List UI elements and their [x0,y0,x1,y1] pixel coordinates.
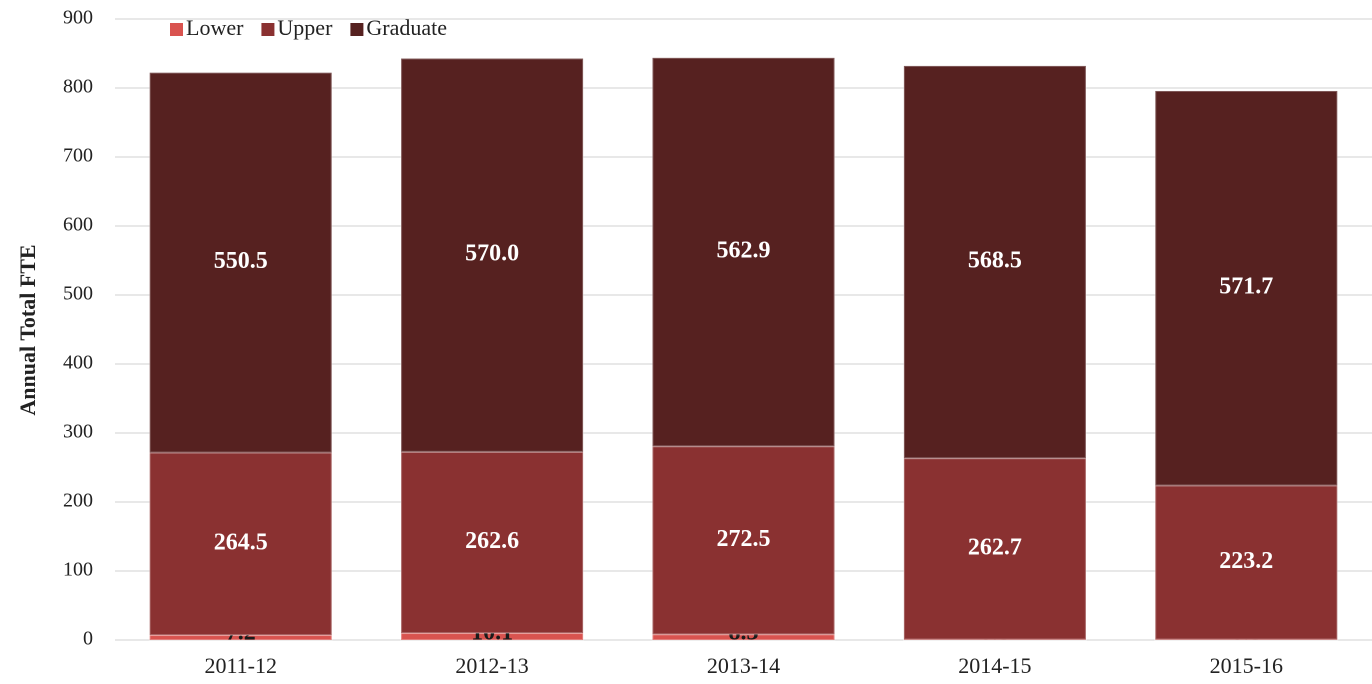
value-label: 571.7 [1219,274,1273,300]
bar-segment [400,57,585,453]
value-label: 264.5 [214,529,268,555]
value-label: 568.5 [968,248,1022,274]
y-tick-label: 0 [83,628,93,650]
bar-segment [651,56,836,448]
y-tick-label: 100 [63,559,93,581]
value-label: 272.5 [717,526,771,552]
y-tick-label: 700 [63,145,93,167]
bar-segment [400,450,585,635]
bar-segment [1154,89,1339,487]
value-label: 570.0 [465,241,519,267]
value-label: 550.5 [214,248,268,274]
bar-segment [1154,484,1339,641]
legend-swatch [170,23,183,36]
y-tick-label: 900 [63,7,93,29]
x-tick-label: 2012-13 [455,653,528,678]
y-tick-label: 800 [63,76,93,98]
legend-label: Lower [186,15,244,40]
y-axis-label: Annual Total FTE [15,244,40,415]
legend-label: Graduate [366,15,447,40]
bar-segment [902,457,1087,641]
bar-segment [148,71,333,454]
bar-segment [148,451,333,637]
y-tick-label: 600 [63,214,93,236]
value-label: 223.2 [1219,548,1273,574]
legend-swatch [261,23,275,36]
y-tick-label: 500 [63,283,93,305]
value-label: 262.7 [968,534,1022,560]
x-tick-label: 2015-16 [1210,653,1283,678]
y-tick-label: 200 [63,490,93,512]
x-tick-label: 2011-12 [204,653,277,678]
bar-segment [651,633,836,642]
x-tick-label: 2013-14 [707,653,780,678]
bar-segment [651,445,836,636]
value-label: 562.9 [717,238,771,264]
y-tick-label: 400 [63,352,93,374]
legend-swatch [350,23,364,36]
value-label: 262.6 [465,528,519,554]
y-tick-label: 300 [63,421,93,443]
bar-segment [902,64,1087,460]
legend-label: Upper [277,15,333,40]
x-tick-label: 2014-15 [958,653,1031,678]
